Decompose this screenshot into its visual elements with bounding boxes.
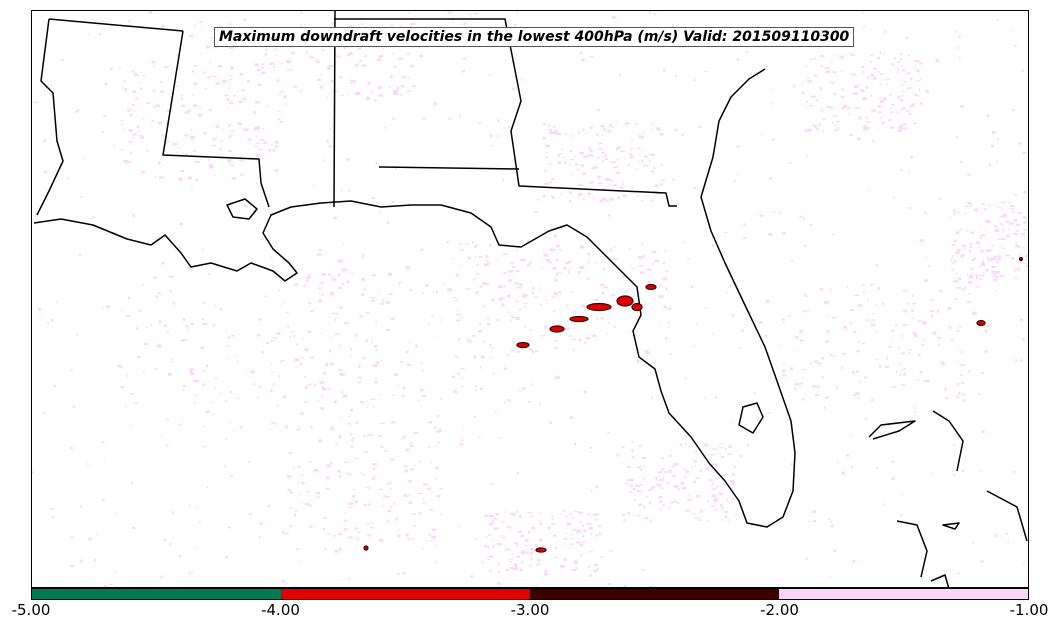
map-canvas (32, 11, 1028, 587)
colorbar-tick-label: -2.00 (760, 601, 799, 619)
colorbar-bin-2 (530, 589, 779, 599)
downdraft-light-field (32, 11, 1028, 587)
state-border-lines (48, 11, 677, 208)
map-panel: Maximum downdraft velocities in the lowe… (31, 10, 1029, 588)
island-small (942, 522, 960, 530)
map-title: Maximum downdraft velocities in the lowe… (214, 27, 855, 47)
colorbar-bin-0 (32, 589, 281, 599)
lake-pontchartrain (226, 198, 258, 220)
colorbar-bin-1 (281, 589, 530, 599)
gulf-coastline (33, 68, 796, 528)
lake-okeechobee (738, 402, 764, 434)
colorbar-tick-label: -5.00 (11, 601, 51, 619)
downdraft-storm-cells (363, 256, 1024, 553)
colorbar-tick-label: -4.00 (261, 601, 300, 619)
colorbar-tick-label: -1.00 (1009, 601, 1049, 619)
louisiana-west-border (36, 18, 64, 216)
colorbar (31, 588, 1029, 600)
colorbar-tick-label: -3.00 (510, 601, 550, 619)
cuba-coast (896, 520, 950, 587)
bahamas-islands (868, 410, 1028, 542)
colorbar-bin-3 (779, 589, 1028, 599)
